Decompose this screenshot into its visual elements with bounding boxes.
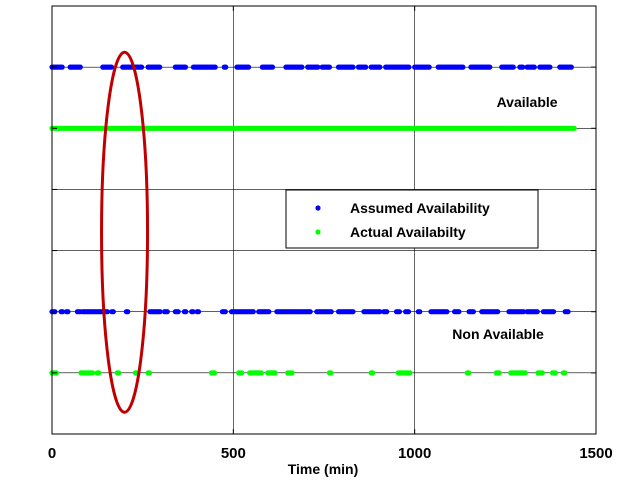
data-point	[384, 309, 390, 315]
data-point	[272, 370, 278, 376]
data-point	[164, 309, 170, 315]
data-point	[116, 370, 122, 376]
data-point	[245, 64, 252, 70]
data-point	[495, 309, 501, 315]
x-axis-label: Time (min)	[288, 461, 359, 477]
legend: Assumed Availability Actual Availabilty	[285, 189, 539, 249]
data-point	[250, 309, 256, 315]
data-point	[350, 309, 356, 315]
x-tick-labels: 0 500 1000 1500	[48, 445, 613, 462]
data-point	[520, 64, 526, 70]
data-point	[258, 370, 264, 376]
data-point	[90, 370, 96, 376]
data-point	[222, 309, 228, 315]
plot-frame	[51, 5, 597, 435]
data-point	[396, 309, 403, 315]
data-markers	[49, 64, 577, 376]
legend-label-assumed: Assumed Availability	[350, 200, 490, 216]
data-point	[571, 125, 577, 131]
series-3-markers	[49, 370, 568, 376]
data-point	[417, 309, 423, 315]
data-point	[407, 370, 413, 376]
x-tick-label: 1500	[579, 445, 612, 462]
series-1-markers	[49, 125, 577, 131]
data-point	[195, 309, 202, 315]
data-point	[377, 64, 383, 70]
data-point	[496, 370, 502, 376]
legend-marker-actual	[315, 229, 321, 235]
data-point	[96, 370, 102, 376]
data-point	[487, 64, 493, 70]
data-point	[59, 64, 65, 70]
data-point	[562, 370, 568, 376]
data-point	[269, 64, 276, 70]
data-point	[59, 309, 66, 315]
data-point	[65, 309, 71, 315]
data-point	[138, 64, 145, 70]
annotation-non-available: Non Available	[452, 326, 544, 342]
series-2-markers	[49, 309, 571, 315]
data-point	[104, 309, 111, 315]
legend-box	[285, 189, 539, 249]
data-point	[125, 309, 131, 315]
data-point	[547, 64, 553, 70]
data-point	[552, 370, 558, 376]
data-point	[182, 64, 189, 70]
data-point	[520, 309, 527, 315]
data-point	[190, 309, 196, 315]
data-point	[77, 64, 83, 70]
data-point	[223, 64, 229, 70]
data-point	[568, 64, 574, 70]
legend-label-actual: Actual Availabilty	[350, 224, 466, 240]
data-point	[460, 64, 466, 70]
data-point	[239, 370, 245, 376]
data-point	[110, 309, 116, 315]
annotation-available: Available	[497, 94, 558, 110]
data-point	[510, 64, 516, 70]
data-point	[550, 309, 557, 315]
data-point	[363, 64, 369, 70]
data-point	[108, 64, 115, 70]
data-point	[405, 309, 412, 315]
data-point	[211, 370, 218, 376]
data-point	[157, 64, 163, 70]
highlight-ellipse	[100, 50, 150, 414]
data-point	[426, 64, 432, 70]
data-point	[328, 309, 334, 315]
data-point	[539, 370, 545, 376]
data-point	[466, 370, 472, 376]
data-point	[377, 309, 383, 315]
data-point	[470, 309, 477, 315]
data-point	[456, 309, 462, 315]
axis-ticks	[51, 6, 597, 434]
data-point	[299, 64, 305, 70]
data-point	[370, 370, 376, 376]
data-point	[157, 309, 163, 315]
data-point	[326, 64, 333, 70]
series-0-markers	[49, 64, 574, 70]
data-point	[212, 64, 218, 70]
x-tick-label: 500	[221, 445, 246, 462]
legend-marker-assumed	[315, 205, 321, 211]
data-point	[522, 370, 528, 376]
data-point	[406, 64, 412, 70]
data-point	[534, 309, 540, 315]
data-point	[444, 309, 450, 315]
data-point	[350, 64, 356, 70]
data-point	[289, 370, 295, 376]
data-point	[315, 64, 321, 70]
data-point	[146, 370, 153, 376]
x-tick-label: 0	[48, 445, 56, 462]
data-point	[531, 64, 537, 70]
data-point	[307, 309, 313, 315]
data-point	[175, 309, 181, 315]
data-point	[266, 309, 272, 315]
x-tick-label: 1000	[398, 445, 431, 462]
data-point	[565, 309, 571, 315]
data-point	[328, 370, 334, 376]
data-point	[183, 309, 189, 315]
